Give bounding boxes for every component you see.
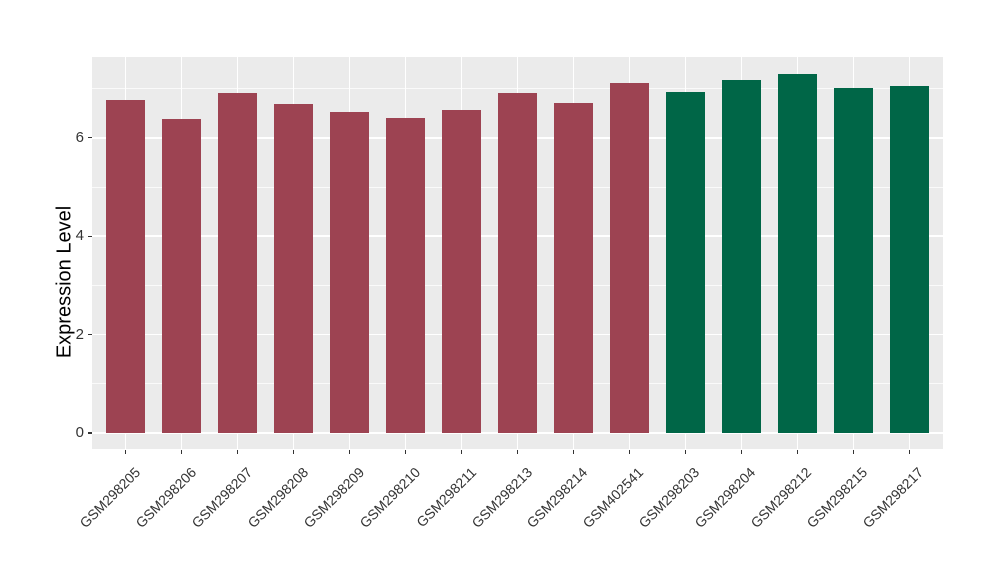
bar-GSM298205: [106, 99, 146, 433]
x-tick-mark-GSM402541: [628, 449, 631, 454]
y-tick-mark-4: [87, 235, 92, 237]
bar-GSM298210: [386, 117, 426, 433]
y-tick-mark-2: [87, 333, 92, 336]
bar-GSM298206: [162, 118, 202, 433]
y-tick-label-2: 2: [75, 325, 84, 343]
y-tick-label-6: 6: [75, 128, 84, 146]
bar-GSM402541: [609, 82, 649, 433]
y-tick-label-0: 0: [75, 424, 84, 441]
x-tick-mark-GSM298208: [292, 449, 295, 454]
x-tick-mark-GSM298211: [460, 449, 463, 454]
x-tick-mark-GSM298210: [404, 449, 407, 454]
bar-GSM298207: [218, 92, 258, 433]
bar-GSM298213: [498, 92, 537, 433]
bar-GSM298215: [833, 87, 873, 433]
x-tick-mark-GSM298212: [796, 449, 799, 454]
bar-GSM298212: [777, 74, 817, 433]
y-tick-label-4: 4: [75, 227, 84, 245]
x-tick-mark-GSM298209: [348, 449, 351, 454]
y-tick-mark-0: [87, 432, 92, 434]
x-tick-mark-GSM298217: [908, 449, 911, 454]
bar-GSM298204: [721, 79, 761, 433]
x-tick-mark-GSM298213: [516, 449, 519, 454]
x-tick-mark-GSM298206: [180, 449, 183, 454]
x-tick-mark-GSM298203: [684, 449, 687, 454]
x-tick-mark-GSM298204: [740, 449, 743, 454]
x-tick-mark-GSM298207: [236, 449, 239, 454]
bar-GSM298211: [442, 110, 481, 433]
bar-GSM298209: [330, 112, 370, 433]
bar-GSM298208: [274, 103, 314, 433]
y-tick-mark-6: [87, 137, 92, 139]
plot-panel: [92, 57, 943, 449]
x-tick-mark-GSM298214: [572, 449, 575, 454]
x-tick-mark-GSM298205: [124, 449, 127, 454]
bar-GSM298217: [889, 85, 929, 433]
x-tick-mark-GSM298215: [852, 449, 855, 454]
bar-GSM298214: [553, 102, 593, 433]
bar-GSM298203: [665, 91, 705, 433]
